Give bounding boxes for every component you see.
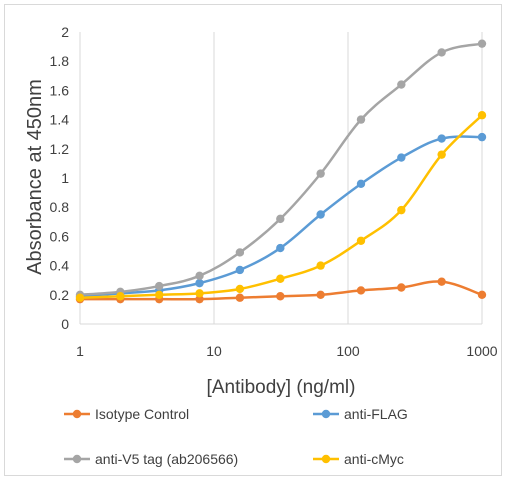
data-point-anti-flag (437, 134, 446, 143)
legend-marker-anti-flag (321, 409, 331, 419)
data-point-anti-cmyc (155, 290, 164, 299)
y-tick-label: 2 (61, 24, 69, 40)
data-point-anti-v5-tag-ab206566 (195, 271, 204, 281)
legend-label-isotype-control: Isotype Control (95, 406, 189, 422)
data-point-anti-v5-tag-ab206566 (276, 214, 285, 224)
y-tick-label: 0.4 (50, 258, 70, 274)
data-point-anti-cmyc (316, 261, 325, 270)
legend-label-anti-v5-tag-ab206566: anti-V5 tag (ab206566) (95, 451, 238, 467)
x-tick-label: 1000 (466, 343, 497, 359)
y-tick-label: 1.4 (50, 112, 70, 128)
y-tick-label: 0.6 (50, 228, 70, 244)
legend-label-anti-flag: anti-FLAG (344, 406, 408, 422)
data-point-anti-v5-tag-ab206566 (155, 281, 164, 291)
data-point-isotype-control (477, 290, 487, 299)
series-line-anti-v5-tag-ab206566 (79, 42, 483, 297)
data-point-isotype-control (356, 286, 366, 295)
series-lines (79, 42, 483, 301)
y-tick-label: 0 (61, 316, 69, 332)
data-point-anti-flag (235, 265, 245, 275)
gridlines (79, 32, 483, 325)
data-point-anti-flag (356, 179, 366, 189)
data-point-anti-cmyc (195, 289, 204, 298)
data-point-anti-flag (316, 210, 325, 219)
data-point-isotype-control (397, 283, 406, 292)
data-point-anti-v5-tag-ab206566 (356, 115, 366, 124)
legend-label-anti-cmyc: anti-cMyc (344, 451, 404, 467)
y-tick-label: 1.2 (50, 141, 70, 157)
x-tick-labels: 1 10 100 1000 (76, 343, 498, 359)
data-point-isotype-control (316, 290, 325, 299)
y-tick-label: 1.8 (50, 53, 70, 69)
data-point-isotype-control (437, 277, 446, 286)
data-point-anti-v5-tag-ab206566 (316, 169, 325, 178)
y-tick-label: 0.2 (50, 287, 70, 303)
data-point-anti-flag (195, 278, 204, 288)
data-point-anti-cmyc (437, 150, 446, 159)
data-point-anti-cmyc (397, 205, 406, 215)
y-tick-label: 1.6 (50, 82, 70, 98)
x-axis-title: [Antibody] (ng/ml) (207, 377, 356, 398)
data-point-isotype-control (235, 293, 245, 302)
y-tick-labels: 0 0.2 0.4 0.6 0.8 1 1.2 1.4 1.6 1.8 2 (50, 24, 70, 332)
legend-marker-isotype-control (72, 409, 82, 419)
y-tick-label: 0.8 (50, 199, 70, 215)
data-point-isotype-control (195, 294, 204, 304)
data-point-anti-v5-tag-ab206566 (397, 80, 406, 89)
x-tick-label: 10 (206, 343, 222, 359)
data-point-anti-cmyc (477, 111, 487, 120)
data-point-anti-cmyc (235, 284, 245, 294)
data-point-anti-flag (276, 243, 285, 253)
data-point-anti-cmyc (116, 292, 125, 301)
data-point-anti-flag (477, 132, 487, 142)
data-point-anti-flag (397, 153, 406, 162)
x-tick-label: 100 (336, 343, 360, 359)
data-point-anti-v5-tag-ab206566 (235, 248, 245, 257)
series-line-anti-cmyc (79, 114, 483, 299)
legend-marker-anti-v5-tag-ab206566 (72, 454, 82, 464)
data-point-anti-cmyc (276, 274, 285, 283)
data-point-anti-cmyc (75, 293, 85, 302)
data-point-anti-cmyc (356, 236, 366, 245)
data-point-anti-v5-tag-ab206566 (477, 39, 487, 48)
data-point-isotype-control (276, 292, 285, 301)
y-tick-label: 1 (61, 170, 69, 186)
legend-marker-anti-cmyc (321, 454, 331, 464)
series-points (75, 39, 487, 304)
legend: Isotype Control anti-FLAG anti-V5 tag (ab2… (64, 406, 408, 467)
chart-frame (4, 4, 502, 476)
y-axis-title: Absorbance at 450nm (24, 79, 46, 275)
data-point-anti-v5-tag-ab206566 (437, 48, 446, 57)
x-tick-label: 1 (76, 343, 84, 359)
